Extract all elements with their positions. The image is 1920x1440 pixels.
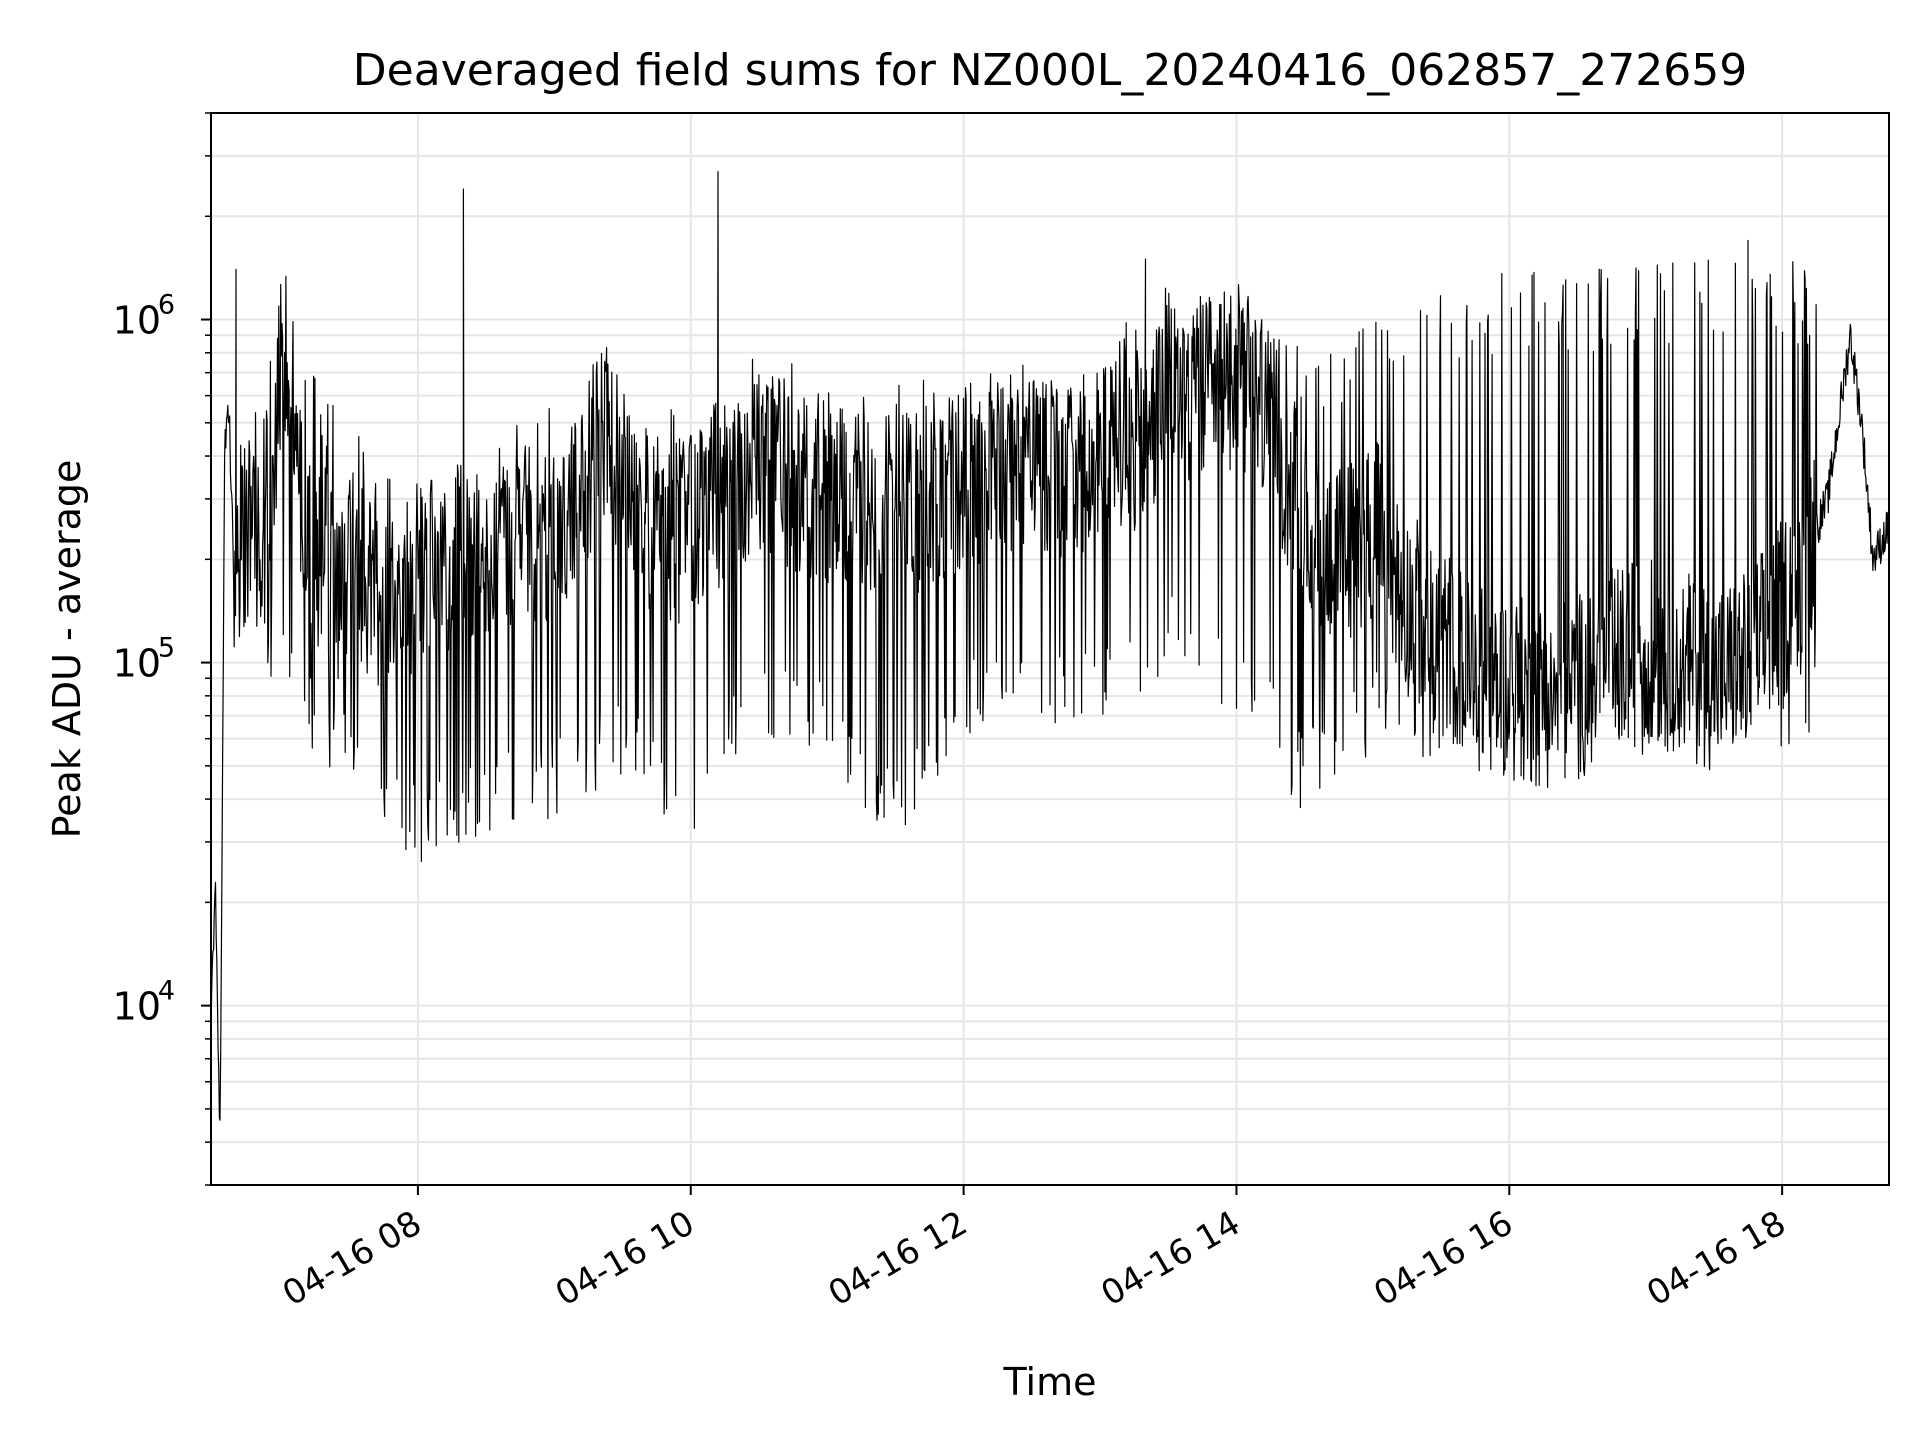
y-tick-label: 10 [113, 985, 161, 1029]
y-tick-label-base: 10 [113, 985, 161, 1029]
plot-frame [210, 112, 1890, 1186]
y-tick-label-exponent: 5 [158, 633, 175, 664]
y-tick-label-base: 10 [113, 299, 161, 343]
y-tick-label-base: 10 [113, 642, 161, 686]
y-axis-label: Peak ADU - average [45, 460, 89, 839]
y-tick-label-exponent: 6 [158, 290, 175, 321]
y-tick-label: 10 [113, 642, 161, 686]
y-tick-label-exponent: 4 [158, 976, 175, 1007]
data-layer [211, 171, 1889, 1121]
y-tick-label: 10 [113, 299, 161, 343]
x-axis-label: Time [1003, 1360, 1097, 1404]
chart-title: Deaveraged field sums for NZ000L_2024041… [353, 45, 1747, 96]
series-line [211, 171, 1889, 1121]
